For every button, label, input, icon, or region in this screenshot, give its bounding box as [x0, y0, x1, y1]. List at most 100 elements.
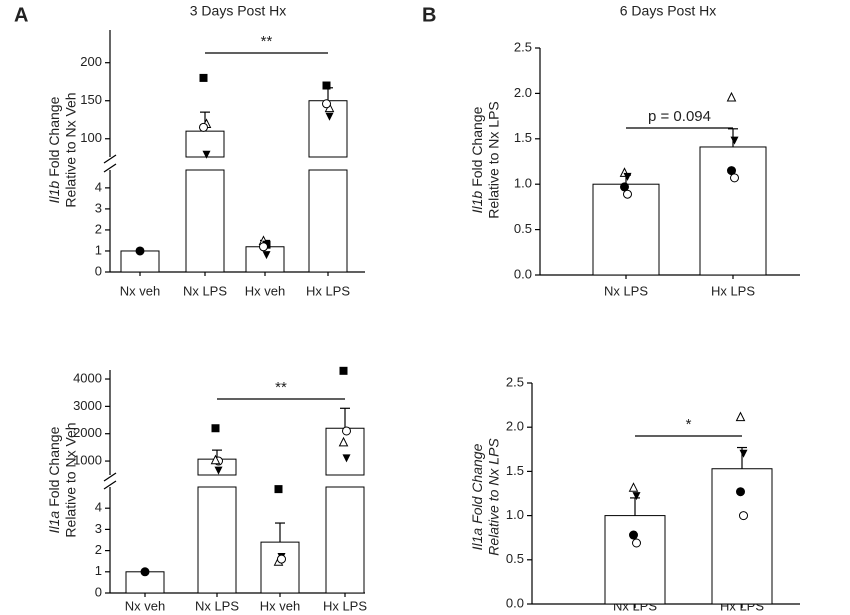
- y-tick-label: 4: [95, 179, 102, 194]
- bar: [592, 183, 660, 276]
- y-axis-label: Relative to Nx Veh: [63, 422, 79, 537]
- y-tick-label: 2: [95, 221, 102, 236]
- bar: [699, 146, 767, 276]
- data-point: [262, 251, 271, 260]
- data-point: [342, 426, 351, 436]
- bar: [185, 169, 225, 273]
- y-tick-label: 1.5: [514, 130, 532, 145]
- bar: [308, 169, 348, 273]
- y-axis-label: Il1a Fold Change: [469, 443, 485, 550]
- data-point: [739, 449, 748, 458]
- y-axis-label-line: Fold Change: [46, 426, 62, 506]
- y-tick-label: 2.0: [514, 85, 532, 100]
- chart-title: 3 Days Post Hx: [190, 3, 286, 19]
- y-tick-label: 1.5: [506, 463, 524, 478]
- y-axis-label-line: Fold Change: [469, 106, 485, 186]
- y-tick-label: 0.5: [506, 551, 524, 566]
- data-point: [274, 485, 283, 494]
- data-point: [342, 454, 351, 463]
- y-tick-label: 3: [95, 200, 102, 215]
- y-tick-label: 100: [80, 130, 102, 145]
- y-axis-gene: Il1a: [46, 511, 62, 534]
- bar: [197, 486, 237, 594]
- x-tick-label: Hx LPS: [711, 283, 755, 298]
- x-tick-label: Nx LPS: [195, 598, 239, 613]
- data-point: [140, 567, 150, 577]
- data-point: [199, 122, 208, 132]
- data-point: [277, 554, 286, 564]
- x-tick-label: Hx LPS: [323, 598, 367, 613]
- x-tick-label: Nx veh: [125, 598, 165, 613]
- significance-label: **: [275, 379, 287, 396]
- bar: [604, 515, 666, 605]
- data-point: [726, 91, 737, 102]
- x-tick-label: Nx veh: [120, 283, 160, 298]
- significance-label: **: [261, 33, 273, 50]
- data-point: [211, 424, 220, 433]
- y-tick-label: 0.0: [506, 595, 524, 610]
- data-point: [730, 173, 739, 183]
- y-tick-label: 2: [95, 542, 102, 557]
- data-point: [628, 482, 639, 492]
- x-tick-label: Nx LPS: [604, 283, 648, 298]
- data-point: [730, 136, 739, 145]
- data-point: [632, 538, 641, 548]
- y-tick-label: 0.5: [514, 221, 532, 236]
- y-axis-label: Relative to Nx LPS: [486, 438, 502, 556]
- data-point: [322, 81, 331, 90]
- data-point: [623, 172, 632, 181]
- x-tick-label: Hx veh: [260, 598, 300, 613]
- data-point: [632, 492, 641, 501]
- data-point: [199, 73, 208, 82]
- bar: [325, 486, 365, 594]
- data-point: [338, 436, 349, 447]
- data-point: [259, 242, 268, 252]
- axis-break: [103, 480, 117, 490]
- y-tick-label: 4000: [73, 370, 102, 385]
- y-tick-label: 1.0: [514, 176, 532, 191]
- y-axis-gene: Il1b: [46, 181, 62, 204]
- y-axis-label: Il1b Fold Change: [469, 106, 485, 213]
- data-point: [339, 366, 348, 375]
- y-tick-label: 2.5: [514, 39, 532, 54]
- y-tick-label: 0: [95, 263, 102, 278]
- y-tick-label: 1: [95, 242, 102, 257]
- y-axis-label: Relative to Nx LPS: [486, 101, 502, 219]
- data-point: [623, 189, 632, 199]
- y-tick-label: 150: [80, 92, 102, 107]
- chart-title: 6 Days Post Hx: [620, 3, 716, 19]
- y-axis-gene: Il1a: [469, 528, 485, 551]
- y-tick-label: 2000: [73, 425, 102, 440]
- y-tick-label: 200: [80, 54, 102, 69]
- y-axis-gene: Il1b: [469, 191, 485, 214]
- data-point: [736, 487, 745, 497]
- significance-label: *: [686, 416, 692, 433]
- data-point: [214, 466, 223, 475]
- x-tick-label: Nx LPS: [183, 283, 227, 298]
- data-point: [325, 112, 334, 121]
- data-point: [739, 511, 748, 521]
- y-tick-label: 3: [95, 521, 102, 536]
- data-point: [735, 411, 746, 422]
- y-tick-label: 2.5: [506, 374, 524, 389]
- y-tick-label: 3000: [73, 398, 102, 413]
- y-tick-label: 0.0: [514, 266, 532, 281]
- axis-break: [103, 154, 117, 164]
- data-point: [202, 150, 211, 159]
- bar: [260, 541, 300, 594]
- y-axis-label: Il1a Fold Change: [46, 426, 62, 533]
- y-axis-label-line: Fold Change: [46, 96, 62, 176]
- y-axis-label: Relative to Nx Veh: [63, 92, 79, 207]
- y-axis-label-line: Fold Change: [469, 443, 485, 523]
- y-tick-label: 4: [95, 500, 102, 515]
- y-tick-label: 2.0: [506, 419, 524, 434]
- y-tick-label: 1000: [73, 452, 102, 467]
- bar: [325, 427, 365, 476]
- data-point: [322, 99, 331, 109]
- data-point: [210, 454, 221, 465]
- data-point: [629, 530, 638, 540]
- y-tick-label: 1: [95, 563, 102, 578]
- y-tick-label: 1.0: [506, 507, 524, 522]
- x-tick-label: Hx LPS: [306, 283, 350, 298]
